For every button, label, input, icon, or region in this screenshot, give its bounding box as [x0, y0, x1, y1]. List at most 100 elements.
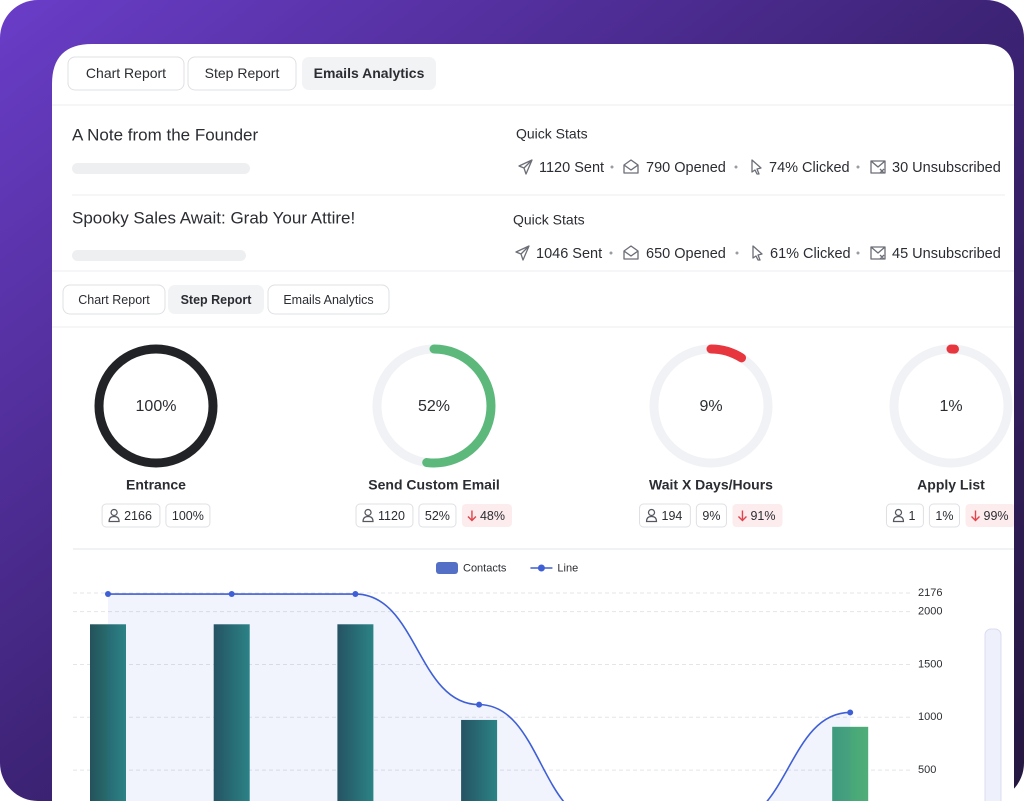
- donut-arc: [372, 344, 496, 468]
- stat: 30 Unsubscribed: [892, 160, 1001, 176]
- user-icon: [362, 508, 374, 523]
- user-icon: [108, 508, 120, 523]
- separator-dot: [856, 165, 860, 169]
- y-tick-label: 2000: [918, 606, 942, 618]
- bar: [90, 624, 126, 801]
- bar: [461, 719, 498, 801]
- tab[interactable]: [168, 285, 264, 314]
- percent-badge: 9%: [702, 509, 720, 523]
- stat: 1120 Sent: [539, 160, 604, 176]
- tab[interactable]: [67, 56, 185, 91]
- opened-icon: [623, 159, 639, 174]
- badge-row: 1 1% 99%: [885, 503, 1014, 528]
- y-tick-label: 500: [918, 764, 936, 776]
- contacts-count: 1: [908, 509, 915, 523]
- legend-dot: [537, 564, 545, 572]
- clicked-icon: [752, 245, 763, 261]
- line-point: [105, 591, 111, 598]
- stat: 1046 Sent: [536, 246, 602, 262]
- down-arrow-icon: [971, 510, 980, 522]
- stat: 790 Opened: [646, 160, 726, 176]
- donut-arc: [94, 344, 218, 468]
- drop-badge: 91%: [750, 509, 775, 523]
- tab-label[interactable]: Step Report: [205, 65, 280, 81]
- opened-icon: [623, 245, 639, 260]
- unsubscribed-icon: [870, 246, 886, 260]
- badge: [418, 503, 457, 528]
- badge: [695, 503, 727, 528]
- bar: [337, 624, 374, 801]
- separator-dot: [609, 251, 613, 255]
- down-arrow-icon: [467, 510, 477, 522]
- percent-badge: 52%: [425, 509, 450, 523]
- step-name: Entrance: [126, 477, 186, 493]
- badge: [461, 504, 512, 527]
- tab[interactable]: [267, 284, 390, 315]
- separator-dot: [734, 165, 738, 169]
- stat: 45 Unsubscribed: [892, 246, 1001, 262]
- down-arrow-icon: [737, 510, 747, 522]
- contacts-count: 194: [662, 509, 683, 523]
- email-title: Spooky Sales Await: Grab Your Attire!: [72, 208, 355, 227]
- separator-dot: [610, 165, 614, 169]
- badge: [165, 503, 211, 528]
- quick-stats-title: Quick Stats: [516, 126, 588, 142]
- badge: [885, 503, 924, 528]
- separator-dot: [735, 251, 739, 255]
- bar: [832, 726, 869, 801]
- contacts-count: 2166: [124, 509, 152, 523]
- sent-icon: [515, 245, 530, 261]
- tab[interactable]: [302, 57, 436, 90]
- donut-label: 100%: [136, 398, 177, 415]
- donut-arc: [649, 344, 773, 468]
- tab-label[interactable]: Chart Report: [78, 293, 150, 307]
- legend-label: Line: [557, 562, 578, 574]
- percent-badge: 1%: [935, 509, 953, 523]
- step-name: Wait X Days/Hours: [649, 477, 773, 493]
- panel-content: Chart Report Step Report Emails Analytics C…: [52, 56, 1014, 801]
- stat: 74% Clicked: [769, 160, 850, 176]
- tab-label[interactable]: Emails Analytics: [283, 293, 373, 307]
- stat: 61% Clicked: [770, 246, 851, 262]
- y-tick-label: 1500: [918, 658, 942, 670]
- user-icon: [645, 508, 658, 523]
- tab[interactable]: [62, 284, 166, 315]
- quick-stats-title: Quick Stats: [513, 212, 585, 228]
- tab-label[interactable]: Step Report: [181, 293, 253, 307]
- line-point: [228, 591, 235, 598]
- line-point: [847, 709, 854, 716]
- donut-label: 52%: [418, 398, 450, 415]
- stat: 650 Opened: [646, 246, 726, 262]
- sent-icon: [518, 159, 533, 175]
- badge-row: 194 9% 91%: [639, 503, 783, 528]
- badge-row: 1120 52% 48%: [355, 503, 512, 528]
- scroll-handle: [984, 628, 1002, 801]
- tab[interactable]: [187, 56, 297, 91]
- user-icon: [892, 508, 905, 523]
- email-title: A Note from the Founder: [72, 125, 258, 144]
- badge: [732, 504, 783, 527]
- legend-label: Contacts: [463, 562, 507, 574]
- tab-label[interactable]: Emails Analytics: [314, 65, 425, 81]
- separator-dot: [856, 251, 860, 255]
- tab-label[interactable]: Chart Report: [86, 65, 166, 81]
- y-tick-label: 2176: [918, 587, 942, 599]
- donut-arc: [889, 344, 1013, 468]
- placeholder-bar: [72, 250, 246, 261]
- donut-label: 9%: [699, 398, 722, 415]
- legend-swatch: [436, 562, 458, 574]
- badge-row: 2166 100%: [101, 503, 211, 528]
- bar: [213, 624, 250, 801]
- line-point: [352, 591, 359, 598]
- badge: [928, 503, 960, 528]
- step-name: Apply List: [917, 477, 985, 493]
- badge: [965, 504, 1014, 527]
- line-area: [108, 594, 851, 801]
- drop-badge: 99%: [984, 509, 1009, 523]
- drop-badge: 48%: [480, 509, 505, 523]
- percent-badge: 100%: [172, 509, 204, 523]
- unsubscribed-icon: [870, 160, 886, 174]
- donut-label: 1%: [939, 398, 962, 415]
